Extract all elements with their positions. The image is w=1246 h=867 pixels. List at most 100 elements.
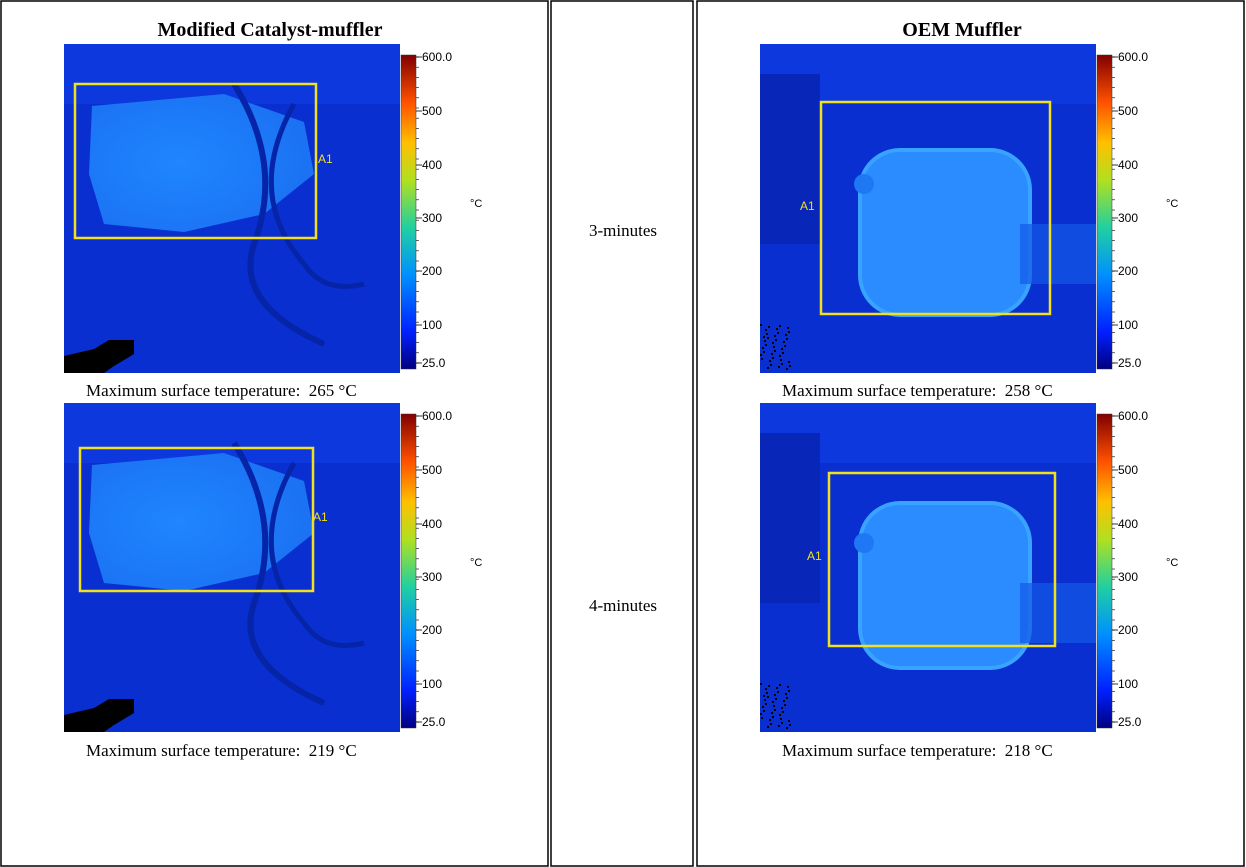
noise-pixel [762,347,764,349]
colorbar-tick-label: 25.0 [1118,715,1142,729]
colorbar [401,55,416,369]
colorbar-tick-label: 500 [1118,104,1138,118]
noise-pixel [772,716,774,718]
noise-pixel [789,365,791,367]
colorbar-tick-label: 100 [422,677,442,691]
noise-pixel [785,334,787,336]
noise-pixel [784,345,786,347]
colorbar [1097,414,1112,728]
noise-pixel [762,706,764,708]
colorbar-tick-label: 300 [1118,211,1138,225]
noise-pixel [784,704,786,706]
colorbar-tick-label: 300 [1118,570,1138,584]
hot-surface [860,503,1030,668]
side-shade [760,74,820,244]
noise-pixel [768,685,770,687]
noise-pixel [766,692,768,694]
colorbar-tick-label: 300 [422,570,442,584]
colorbar-tick-label: 200 [1118,623,1138,637]
noise-pixel [771,712,773,714]
noise-pixel [779,684,781,686]
noise-pixel [774,694,776,696]
colorbar-tick-label: 600.0 [1118,409,1148,423]
roi-label: A1 [800,199,815,213]
noise-pixel [781,722,783,724]
noise-pixel [763,336,765,338]
noise-pixel [785,693,787,695]
max-temperature-caption: Maximum surface temperature: 219 °C [86,741,357,760]
colorbar-tick-label: 25.0 [422,356,446,370]
noise-pixel [773,346,775,348]
noise-pixel [765,703,767,705]
noise-pixel [772,342,774,344]
colorbar-tick-label: 400 [1118,517,1138,531]
noise-pixel [768,326,770,328]
colorbar-tick-label: 600.0 [422,409,452,423]
noise-pixel [760,683,762,685]
noise-pixel [779,355,781,357]
colorbar-unit: °C [1166,557,1178,569]
noise-pixel [781,707,783,709]
hot-detail [854,174,874,194]
noise-pixel [772,357,774,359]
background-shade [64,403,400,463]
noise-pixel [780,718,782,720]
noise-pixel [779,325,781,327]
noise-pixel [773,705,775,707]
noise-pixel [760,354,762,356]
colorbar-tick-label: 400 [1118,158,1138,172]
colorbar-unit: °C [470,198,482,210]
thermal-image: A1600.050040030020010025.0°C [64,44,482,373]
noise-pixel [781,363,783,365]
noise-pixel [772,701,774,703]
cell-border [551,1,693,866]
noise-pixel [774,335,776,337]
noise-pixel [777,691,779,693]
background-shade [64,44,400,104]
colorbar-tick-label: 25.0 [422,715,446,729]
noise-pixel [765,688,767,690]
noise-pixel [777,332,779,334]
colorbar-tick-label: 100 [422,318,442,332]
mount-shade [1020,224,1096,284]
noise-pixel [763,710,765,712]
colorbar [1097,55,1112,369]
colorbar-tick-label: 200 [422,264,442,278]
noise-pixel [781,348,783,350]
noise-pixel [771,353,773,355]
colorbar-tick-label: 400 [422,517,442,531]
noise-pixel [782,711,784,713]
colorbar-unit: °C [1166,198,1178,210]
noise-pixel [783,700,785,702]
roi-label: A1 [807,549,822,563]
colorbar-tick-label: 200 [1118,264,1138,278]
noise-pixel [786,697,788,699]
colorbar-tick-label: 200 [422,623,442,637]
noise-pixel [767,726,769,728]
mount-shade [1020,583,1096,643]
colorbar-tick-label: 500 [422,104,442,118]
noise-pixel [775,339,777,341]
max-temperature-caption: Maximum surface temperature: 218 °C [782,741,1053,760]
noise-pixel [765,344,767,346]
noise-pixel [787,327,789,329]
noise-pixel [778,366,780,368]
noise-pixel [775,698,777,700]
noise-pixel [766,333,768,335]
noise-pixel [776,687,778,689]
colorbar [401,414,416,728]
thermal-image: A1600.050040030020010025.0°C [760,44,1178,373]
colorbar-tick-label: 300 [422,211,442,225]
noise-pixel [764,699,766,701]
time-label: 3-minutes [589,221,657,240]
noise-pixel [774,350,776,352]
roi-label: A1 [318,152,333,166]
noise-pixel [767,696,769,698]
colorbar-tick-label: 500 [422,463,442,477]
noise-pixel [786,727,788,729]
noise-pixel [763,695,765,697]
noise-pixel [761,717,763,719]
noise-pixel [763,351,765,353]
